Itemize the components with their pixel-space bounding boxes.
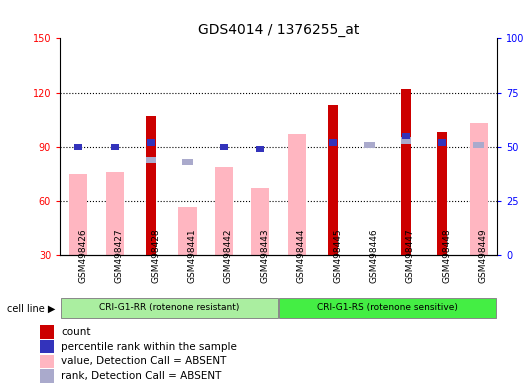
Text: GSM498428: GSM498428 [151,228,160,283]
Text: GSM498449: GSM498449 [479,228,487,283]
Bar [365,142,374,148]
Bar [401,137,411,144]
Bar [288,134,306,255]
Bar [251,189,269,255]
Text: GSM498447: GSM498447 [406,228,415,283]
Bar [256,146,264,152]
Text: GSM498444: GSM498444 [297,228,306,283]
Text: CRI-G1-RR (rotenone resistant): CRI-G1-RR (rotenone resistant) [99,303,240,313]
Bar [178,207,197,255]
Bar [40,340,54,353]
Bar [329,139,337,146]
Text: GSM498446: GSM498446 [369,228,379,283]
Text: GSM498448: GSM498448 [442,228,451,283]
Bar [473,142,484,148]
Bar [106,172,124,255]
Text: GSM498445: GSM498445 [333,228,342,283]
Text: CRI-G1-RS (rotenone sensitive): CRI-G1-RS (rotenone sensitive) [317,303,458,313]
Bar [215,167,233,255]
Bar [40,325,54,339]
Text: GSM498427: GSM498427 [115,228,124,283]
Text: cell line ▶: cell line ▶ [7,303,55,313]
Bar [470,123,488,255]
Bar [437,132,447,255]
FancyBboxPatch shape [61,298,278,318]
Bar [146,116,156,255]
Bar [146,157,156,163]
Bar [438,139,446,146]
Text: rank, Detection Call = ABSENT: rank, Detection Call = ABSENT [62,371,222,381]
Bar [69,174,87,255]
Bar [147,139,155,146]
Text: GSM498442: GSM498442 [224,228,233,283]
Bar [402,133,410,139]
Bar [40,354,54,368]
Bar [220,144,228,150]
Text: value, Detection Call = ABSENT: value, Detection Call = ABSENT [62,356,227,366]
Text: count: count [62,327,91,337]
Bar [328,105,338,255]
Bar [111,144,119,150]
Bar [183,159,192,165]
Bar [401,89,411,255]
Text: GSM498443: GSM498443 [260,228,269,283]
Bar [74,144,82,150]
Bar [40,369,54,383]
Text: percentile rank within the sample: percentile rank within the sample [62,341,237,351]
Text: GSM498441: GSM498441 [188,228,197,283]
Text: GSM498426: GSM498426 [78,228,87,283]
FancyBboxPatch shape [279,298,496,318]
Title: GDS4014 / 1376255_at: GDS4014 / 1376255_at [198,23,359,37]
